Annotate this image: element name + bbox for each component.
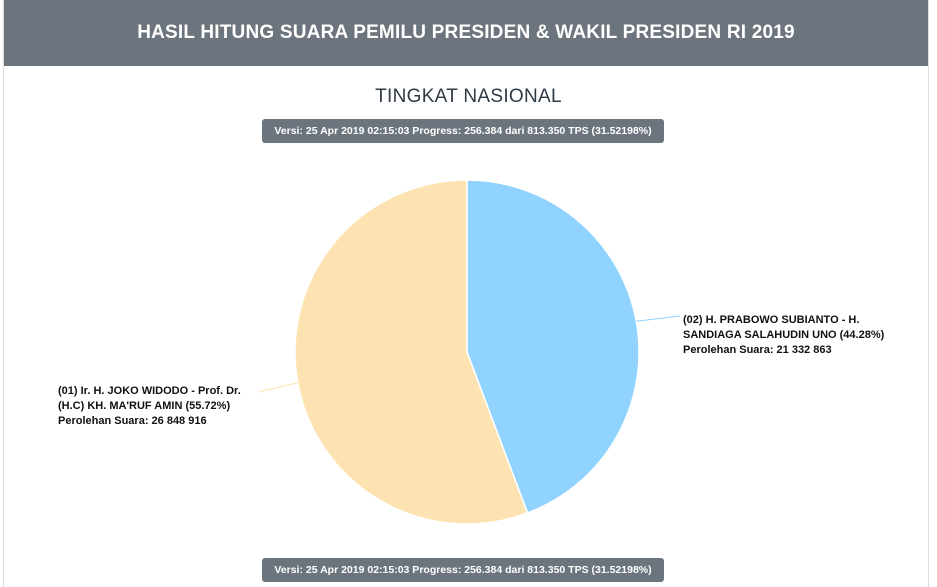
header-title: HASIL HITUNG SUARA PEMILU PRESIDEN & WAK… — [137, 22, 795, 43]
page-frame: HASIL HITUNG SUARA PEMILU PRESIDEN & WAK… — [3, 0, 929, 587]
pie-label-1: (02) H. PRABOWO SUBIANTO - H. SANDIAGA SA… — [683, 314, 885, 356]
version-badge-bottom: Versi: 25 Apr 2019 02:15:03 Progress: 25… — [262, 558, 664, 582]
pie-connector-1 — [636, 315, 681, 322]
pie-label-2: (01) Ir. H. JOKO WIDODO - Prof. Dr. (H.C)… — [58, 385, 241, 427]
pie-slice-2[interactable] — [294, 179, 529, 525]
page-header: HASIL HITUNG SUARA PEMILU PRESIDEN & WAK… — [4, 0, 928, 66]
level-title: TINGKAT NASIONAL — [375, 86, 562, 107]
version-badge: Versi: 25 Apr 2019 02:15:03 Progress: 25… — [262, 119, 664, 143]
pie-connector-2 — [257, 382, 298, 393]
